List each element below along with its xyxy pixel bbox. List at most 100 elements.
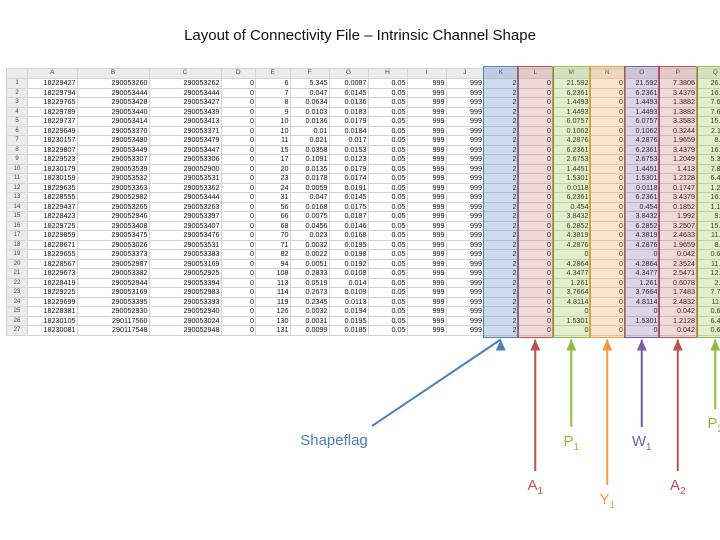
table-cell[interactable]: 0: [220, 277, 256, 288]
table-cell[interactable]: 0.05: [367, 78, 408, 89]
table-cell[interactable]: 0.0099: [289, 325, 330, 336]
table-cell[interactable]: 290053480: [76, 135, 150, 146]
row-number[interactable]: 2: [6, 87, 28, 98]
table-cell[interactable]: 0.0168: [289, 201, 330, 212]
table-cell[interactable]: 0.05: [367, 106, 408, 117]
table-cell[interactable]: 0: [517, 87, 553, 98]
table-cell[interactable]: 290053408: [76, 220, 150, 231]
table-cell[interactable]: 18228567: [27, 258, 78, 269]
table-cell[interactable]: 0: [220, 154, 256, 165]
table-cell[interactable]: 4.2876: [552, 239, 591, 250]
table-cell[interactable]: 0.0191: [328, 182, 369, 193]
table-cell[interactable]: 0: [220, 296, 256, 307]
column-header-f[interactable]: F: [289, 68, 330, 79]
table-cell[interactable]: 1.2128: [658, 173, 697, 184]
table-cell[interactable]: 0.0109: [328, 287, 369, 298]
table-cell[interactable]: 290053383: [148, 249, 222, 260]
table-cell[interactable]: 0: [589, 315, 625, 326]
table-cell[interactable]: 20: [255, 163, 291, 174]
table-cell[interactable]: 0: [517, 97, 553, 108]
table-cell[interactable]: 999: [445, 220, 484, 231]
table-cell[interactable]: 0: [220, 97, 256, 108]
table-cell[interactable]: 0.042: [658, 306, 697, 317]
row-number[interactable]: 6: [6, 125, 28, 136]
table-cell[interactable]: 0: [517, 78, 553, 89]
table-cell[interactable]: 0.05: [367, 287, 408, 298]
table-cell[interactable]: 1.2049: [658, 154, 697, 165]
table-cell[interactable]: 0.014: [328, 277, 369, 288]
table-cell[interactable]: 16.341: [696, 87, 720, 98]
table-cell[interactable]: 1.4493: [552, 97, 591, 108]
table-cell[interactable]: 0.0113: [328, 296, 369, 307]
table-cell[interactable]: 290053393: [148, 296, 222, 307]
table-cell[interactable]: 999: [406, 296, 447, 307]
table-cell[interactable]: 0: [220, 192, 256, 203]
table-cell[interactable]: 0.05: [367, 154, 408, 165]
table-cell[interactable]: 290053449: [76, 144, 150, 155]
table-cell[interactable]: 999: [406, 154, 447, 165]
table-cell[interactable]: 4.2864: [624, 258, 660, 269]
table-cell[interactable]: 999: [445, 173, 484, 184]
table-cell[interactable]: 2: [483, 325, 519, 336]
table-cell[interactable]: 0.05: [367, 192, 408, 203]
table-cell[interactable]: 0: [589, 249, 625, 260]
table-cell[interactable]: 0.0075: [289, 211, 330, 222]
table-cell[interactable]: 0.0123: [328, 154, 369, 165]
table-cell[interactable]: 290053026: [76, 239, 150, 250]
table-cell[interactable]: 2: [483, 97, 519, 108]
row-number[interactable]: 19: [6, 249, 28, 260]
table-cell[interactable]: 18229225: [27, 287, 78, 298]
table-cell[interactable]: 130: [255, 315, 291, 326]
table-cell[interactable]: 999: [445, 154, 484, 165]
table-cell[interactable]: 999: [445, 97, 484, 108]
table-cell[interactable]: 0: [220, 116, 256, 127]
table-cell[interactable]: 6.2361: [552, 144, 591, 155]
table-cell[interactable]: 290052944: [76, 277, 150, 288]
table-cell[interactable]: 1.3882: [658, 97, 697, 108]
table-cell[interactable]: 18229737: [27, 116, 78, 127]
table-cell[interactable]: 290053479: [148, 135, 222, 146]
table-cell[interactable]: 0.042: [658, 325, 697, 336]
table-cell[interactable]: 4.3477: [552, 268, 591, 279]
table-cell[interactable]: 126: [255, 306, 291, 317]
row-number[interactable]: 23: [6, 287, 28, 298]
table-cell[interactable]: 0: [589, 296, 625, 307]
row-number[interactable]: 24: [6, 296, 28, 307]
table-cell[interactable]: 0.1852: [658, 201, 697, 212]
table-cell[interactable]: 11.806: [696, 230, 720, 241]
table-cell[interactable]: 290053447: [148, 144, 222, 155]
table-cell[interactable]: 999: [445, 116, 484, 127]
column-header-p[interactable]: P: [658, 68, 697, 79]
table-cell[interactable]: 0.0198: [328, 249, 369, 260]
table-cell[interactable]: 0: [517, 315, 553, 326]
table-cell[interactable]: 0.047: [289, 87, 330, 98]
table-cell[interactable]: 6.2361: [624, 192, 660, 203]
row-number[interactable]: 8: [6, 144, 28, 155]
table-cell[interactable]: 0: [517, 306, 553, 317]
table-cell[interactable]: 999: [406, 87, 447, 98]
table-cell[interactable]: 56: [255, 201, 291, 212]
table-cell[interactable]: 4.3819: [552, 230, 591, 241]
table-cell[interactable]: 290052983: [148, 287, 222, 298]
table-cell[interactable]: 999: [445, 296, 484, 307]
table-cell[interactable]: 290053440: [76, 106, 150, 117]
table-cell[interactable]: 0: [220, 87, 256, 98]
table-cell[interactable]: 2: [483, 116, 519, 127]
table-cell[interactable]: 0.05: [367, 239, 408, 250]
row-number[interactable]: 18: [6, 239, 28, 250]
table-cell[interactable]: 0: [220, 173, 256, 184]
table-cell[interactable]: 82: [255, 249, 291, 260]
table-cell[interactable]: 18229673: [27, 268, 78, 279]
column-header-o[interactable]: O: [624, 68, 660, 79]
table-cell[interactable]: 1.992: [658, 211, 697, 222]
table-cell[interactable]: 290053371: [148, 125, 222, 136]
table-cell[interactable]: 0.0135: [289, 163, 330, 174]
table-cell[interactable]: 1.5301: [624, 315, 660, 326]
table-cell[interactable]: 18229649: [27, 125, 78, 136]
table-cell[interactable]: 2.3524: [658, 258, 697, 269]
table-cell[interactable]: 2: [483, 249, 519, 260]
table-cell[interactable]: 16.341: [696, 192, 720, 203]
row-number[interactable]: 20: [6, 258, 28, 269]
table-cell[interactable]: 0.0108: [328, 268, 369, 279]
table-cell[interactable]: 290052987: [76, 258, 150, 269]
